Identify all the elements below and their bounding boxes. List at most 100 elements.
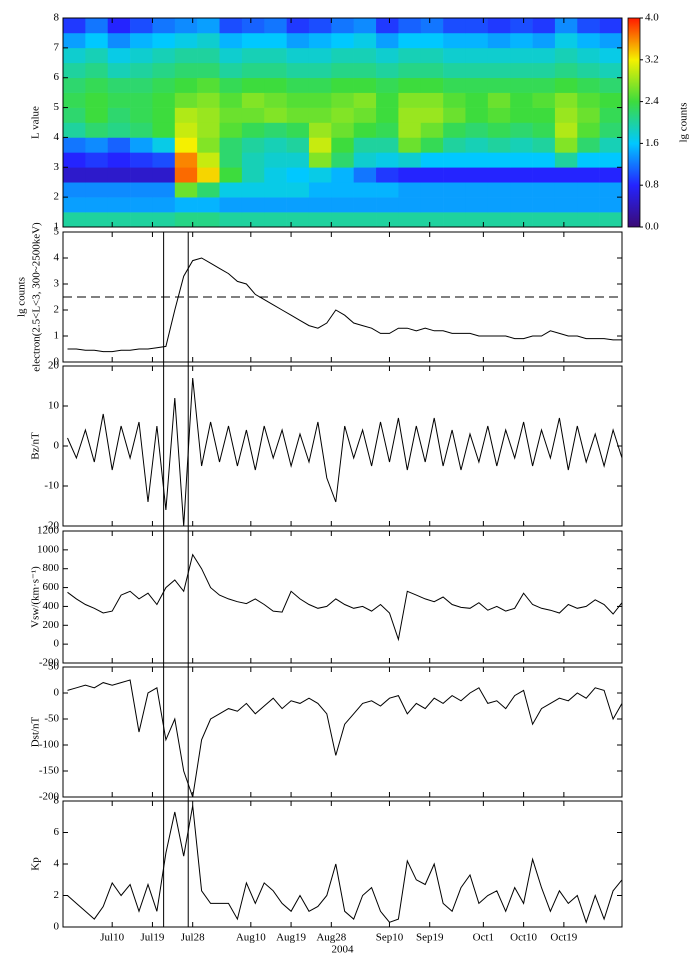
- heatmap-cell: [107, 92, 131, 108]
- y-tick-label: 1200: [37, 525, 60, 537]
- heatmap-cell: [599, 107, 623, 123]
- y-tick-label: -10: [44, 480, 59, 492]
- colorbar-tick-label: 0.0: [645, 221, 659, 233]
- heatmap-cell: [219, 92, 243, 108]
- heatmap-cell: [197, 18, 220, 34]
- heatmap-cell: [331, 77, 354, 93]
- heatmap-cell: [286, 18, 310, 34]
- heatmap-cell: [599, 212, 623, 228]
- heatmap-cell: [376, 182, 399, 198]
- heatmap-cell: [443, 182, 466, 198]
- heatmap-cell: [376, 47, 399, 64]
- heatmap-cell: [85, 32, 109, 49]
- heatmap-cell: [443, 122, 466, 138]
- x-tick-label: Jul19: [141, 932, 165, 944]
- heatmap-cell: [174, 167, 198, 183]
- y-tick-label: 8: [54, 795, 60, 807]
- heatmap-cell: [443, 107, 466, 123]
- heatmap-cell: [376, 212, 399, 228]
- heatmap-cell: [599, 167, 623, 183]
- heatmap-cell: [241, 47, 265, 64]
- heatmap-cell: [152, 137, 176, 153]
- heatmap-cell: [197, 32, 220, 49]
- heatmap-cell: [219, 77, 243, 93]
- heatmap-cell: [398, 122, 422, 138]
- y-tick-label: 20: [48, 360, 60, 372]
- heatmap-cell: [219, 18, 243, 34]
- heatmap-cell: [197, 137, 220, 153]
- heatmap-cell: [241, 18, 265, 34]
- heatmap-cell: [398, 92, 422, 108]
- heatmap-cell: [130, 212, 153, 228]
- heatmap-cell: [532, 77, 556, 93]
- heatmap-cell: [85, 77, 109, 93]
- heatmap-cell: [554, 212, 578, 228]
- heatmap-cell: [398, 152, 422, 168]
- heatmap-cell: [510, 152, 533, 168]
- heatmap-cell: [241, 122, 265, 138]
- heatmap-cell: [443, 32, 466, 49]
- heatmap-cell: [420, 197, 444, 213]
- heatmap-cell: [599, 32, 623, 49]
- heatmap-cell: [241, 167, 265, 183]
- heatmap-cell: [174, 197, 198, 213]
- heatmap-cell: [308, 47, 332, 64]
- heatmap-cell: [130, 62, 153, 79]
- heatmap-cell: [599, 137, 623, 153]
- y-tick-label: 1: [54, 221, 60, 233]
- heatmap-cell: [443, 92, 466, 108]
- heatmap-cell: [577, 62, 600, 79]
- x-tick-label: Oct19: [550, 932, 577, 944]
- heatmap-cell: [219, 47, 243, 64]
- heatmap-cell: [487, 92, 511, 108]
- heatmap-cell: [197, 182, 220, 198]
- heatmap-cell: [465, 18, 489, 34]
- heatmap-cell: [264, 152, 287, 168]
- heatmap-cell: [152, 107, 176, 123]
- heatmap-cell: [85, 18, 109, 34]
- y-tick-label: 2: [54, 191, 60, 203]
- heatmap-cell: [510, 167, 533, 183]
- heatmap-cell: [130, 92, 153, 108]
- heatmap-cell: [107, 212, 131, 228]
- heatmap-cell: [532, 107, 556, 123]
- heatmap-cell: [353, 182, 377, 198]
- x-tick-label: Aug19: [276, 932, 306, 944]
- heatmap-cell: [487, 167, 511, 183]
- heatmap-cell: [443, 212, 466, 228]
- heatmap-cell: [152, 197, 176, 213]
- y-tick-label: -150: [39, 765, 60, 777]
- y-axis-label: electron(2.5<L<3, 300~2500keV): [31, 222, 43, 372]
- heatmap-cell: [308, 62, 332, 79]
- data-line: [67, 679, 623, 798]
- heatmap-cell: [152, 92, 176, 108]
- heatmap-cell: [197, 212, 220, 228]
- y-tick-label: 1000: [37, 543, 60, 555]
- heatmap-cell: [197, 47, 220, 64]
- heatmap-cell: [353, 167, 377, 183]
- x-tick-label: Oct1: [473, 932, 494, 944]
- heatmap-cell: [376, 152, 399, 168]
- heatmap-cell: [308, 77, 332, 93]
- heatmap-cell: [599, 197, 623, 213]
- heatmap-cell: [152, 122, 176, 138]
- heatmap-cell: [376, 167, 399, 183]
- y-tick-label: 4: [54, 252, 60, 264]
- heatmap-cell: [308, 167, 332, 183]
- heatmap-cell: [308, 32, 332, 49]
- heatmap-cell: [264, 122, 287, 138]
- heatmap-cell: [465, 32, 489, 49]
- x-tick-label: Sep19: [416, 932, 444, 944]
- heatmap-cell: [376, 197, 399, 213]
- heatmap-cell: [599, 18, 623, 34]
- heatmap-cell: [554, 197, 578, 213]
- heatmap-cell: [107, 32, 131, 49]
- y-tick-label: 4: [54, 131, 60, 143]
- heatmap-cell: [510, 62, 533, 79]
- y-tick-label: 1: [54, 330, 60, 342]
- heatmap-cell: [286, 47, 310, 64]
- y-tick-label: 0: [54, 356, 60, 368]
- heatmap-cell: [63, 167, 86, 183]
- heatmap-cell: [443, 167, 466, 183]
- heatmap-cell: [107, 152, 131, 168]
